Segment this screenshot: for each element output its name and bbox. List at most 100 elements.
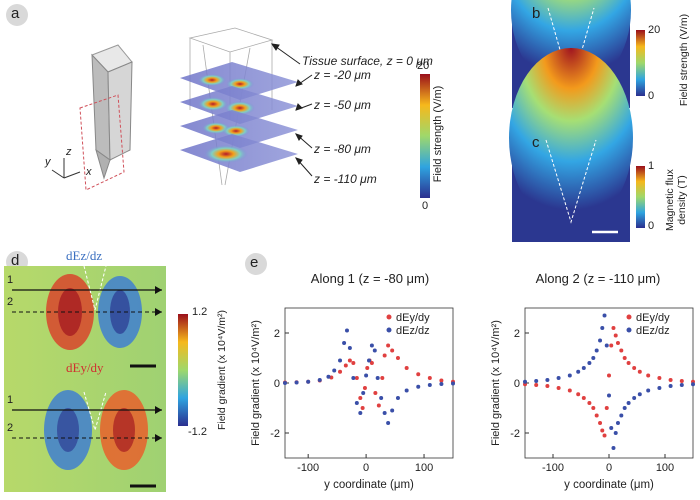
panel-c <box>509 48 645 242</box>
chart-1-series-1-point-13 <box>604 343 609 348</box>
colorbar-d <box>178 314 188 426</box>
panel-c-label: c <box>532 134 540 151</box>
chart-1-series-1-point-26 <box>668 384 673 388</box>
chart-1-ylabel: Field gradient (x 10⁴V/m²) <box>490 320 502 446</box>
panel-e-badge <box>245 253 267 275</box>
axis-x-label: x <box>86 166 92 178</box>
chart-1-series-0-point-5 <box>576 392 581 397</box>
chart-0-series-1-point-3 <box>317 378 322 382</box>
chart-0-series-1-point-4 <box>326 374 331 379</box>
chart-1-series-0-point-26 <box>668 378 673 382</box>
hotspot-l3b <box>222 125 250 137</box>
colorbar-c <box>636 166 645 228</box>
chart-1-series-1-point-25 <box>657 386 662 390</box>
chart-1-series-1-point-27 <box>679 383 684 387</box>
chart-1-series-1-point-3 <box>556 376 561 380</box>
map-bottom-line2-label: 2 <box>7 422 14 434</box>
chart-0-series-0-point-8 <box>351 361 356 365</box>
chart-1-series-0-point-12 <box>602 433 607 438</box>
chart-0-series-1-point-27 <box>439 382 444 386</box>
probe-outline-c <box>545 139 597 224</box>
chart-0-legend-marker-1 <box>386 327 392 333</box>
chart-0-xtick-label-0: -100 <box>297 462 319 474</box>
chart-1-series-1-point-20 <box>622 406 627 410</box>
probe-outline-d-top <box>83 265 107 311</box>
chart-0-series-0-point-11 <box>360 406 365 410</box>
chart-1-series-0-point-13 <box>604 406 609 410</box>
axis-y-label: y <box>45 156 51 168</box>
map-bottom-title: dEy/dy <box>66 360 104 375</box>
chart-0-series-0-point-22 <box>395 356 400 360</box>
colorbar-b-min: 0 <box>648 90 655 102</box>
chart-1-series-1-point-17 <box>613 431 618 435</box>
chart-1-series-0-point-4 <box>567 388 572 393</box>
chart-1-series-1-point-7 <box>587 361 592 365</box>
chart-1-series-0-point-6 <box>581 396 586 400</box>
chart-0-series-0-point-9 <box>354 376 359 380</box>
chart-0-series-1-point-25 <box>416 384 421 389</box>
colorbar-b-max: 20 <box>648 24 661 36</box>
chart-1-series-0-point-14 <box>607 373 611 378</box>
chart-1-series-1-point-22 <box>632 396 637 400</box>
chart-1-series-1-point-5 <box>576 369 581 374</box>
chart-0-series-1-point-11 <box>354 401 359 405</box>
chart-0-series-1-point-20 <box>382 411 387 415</box>
colorbar-d-max: 1.2 <box>192 306 208 318</box>
chart-0-series-0-point-24 <box>416 372 421 377</box>
chart-0-legend-label-1: dEz/dz <box>396 325 430 337</box>
chart-1-series-0-point-9 <box>594 413 599 418</box>
probe-right-face <box>107 61 133 161</box>
chart-1-series-0-point-24 <box>646 373 651 378</box>
probe-left-face <box>91 53 111 161</box>
chart-1-series-1-point-23 <box>637 392 642 397</box>
chart-1-ytick-label-0: -2 <box>510 428 520 440</box>
chart-0-series-1-point-14 <box>364 373 369 378</box>
chart-1-series-0-point-18 <box>615 341 620 345</box>
chart-0-series-1-point-19 <box>379 396 384 400</box>
chart-0-series-1-point-2 <box>306 379 311 384</box>
chart-1-legend-label-1: dEz/dz <box>636 325 670 337</box>
chart-0-series-1-point-10 <box>351 376 356 380</box>
chart-0-series-0-point-6 <box>343 363 348 368</box>
layer-label-3: z = -80 μm <box>314 142 371 156</box>
chart-0-series-0-point-5 <box>338 369 343 374</box>
chart-1-series-0-point-8 <box>591 406 596 410</box>
chart-1-ytick-label-1: 0 <box>514 378 520 390</box>
line-1-bottom-arrow <box>155 406 162 414</box>
colorbar-c-title-line1: Magnetic flux <box>664 169 676 231</box>
chart-1-series-1-point-28 <box>691 382 695 387</box>
panel-a <box>6 4 430 198</box>
chart-1-xtick-label-0: -100 <box>542 462 564 474</box>
chart-1-series-1-point-8 <box>591 356 596 360</box>
chart-1-xtick-label-1: 0 <box>606 462 612 474</box>
chart-0-series-1-point-12 <box>358 411 363 415</box>
chart-0-title: Along 1 (z = -80 μm) <box>311 271 429 286</box>
chart-1-series-1-point-12 <box>602 313 607 318</box>
field-layers <box>180 62 298 172</box>
chart-0-series-1-point-15 <box>367 358 371 363</box>
chart-1-series-0-point-20 <box>622 356 627 360</box>
chart-1-xtick-label-2: 100 <box>656 462 674 474</box>
chart-0-series-1-point-0 <box>283 381 287 385</box>
hotspot-l4 <box>204 145 248 163</box>
chart-1-series-1-point-24 <box>646 388 651 393</box>
chart-1-series-1-point-2 <box>545 378 550 382</box>
map-top-line1-label: 1 <box>7 274 14 286</box>
colorbar-a-max: 20 <box>417 60 430 72</box>
panel-e-charts: Along 1 (z = -80 μm) -100 0 100 -2 0 2 y coordi… <box>250 271 695 491</box>
chart-0-series-1-point-8 <box>344 328 349 333</box>
chart-1-series-1-point-11 <box>600 326 605 330</box>
chart-1-ytick-label-2: 2 <box>514 328 520 340</box>
colorbar-c-title-line2: density (T) <box>676 175 688 225</box>
chart-1-series-0-point-22 <box>632 366 637 370</box>
chart-0-series-1-point-9 <box>347 346 352 350</box>
chart-1-series-0-point-10 <box>598 421 603 425</box>
chart-1-series-0-point-19 <box>619 348 624 353</box>
chart-1-series-0-point-7 <box>587 401 592 405</box>
chart-0-series-0-point-10 <box>358 396 363 400</box>
chart-1-series-1-point-4 <box>567 373 572 378</box>
chart-0-series-0-point-15 <box>369 361 374 365</box>
chart-1-series-0-point-2 <box>545 384 550 388</box>
probe-outline-d-bottom <box>83 391 107 432</box>
